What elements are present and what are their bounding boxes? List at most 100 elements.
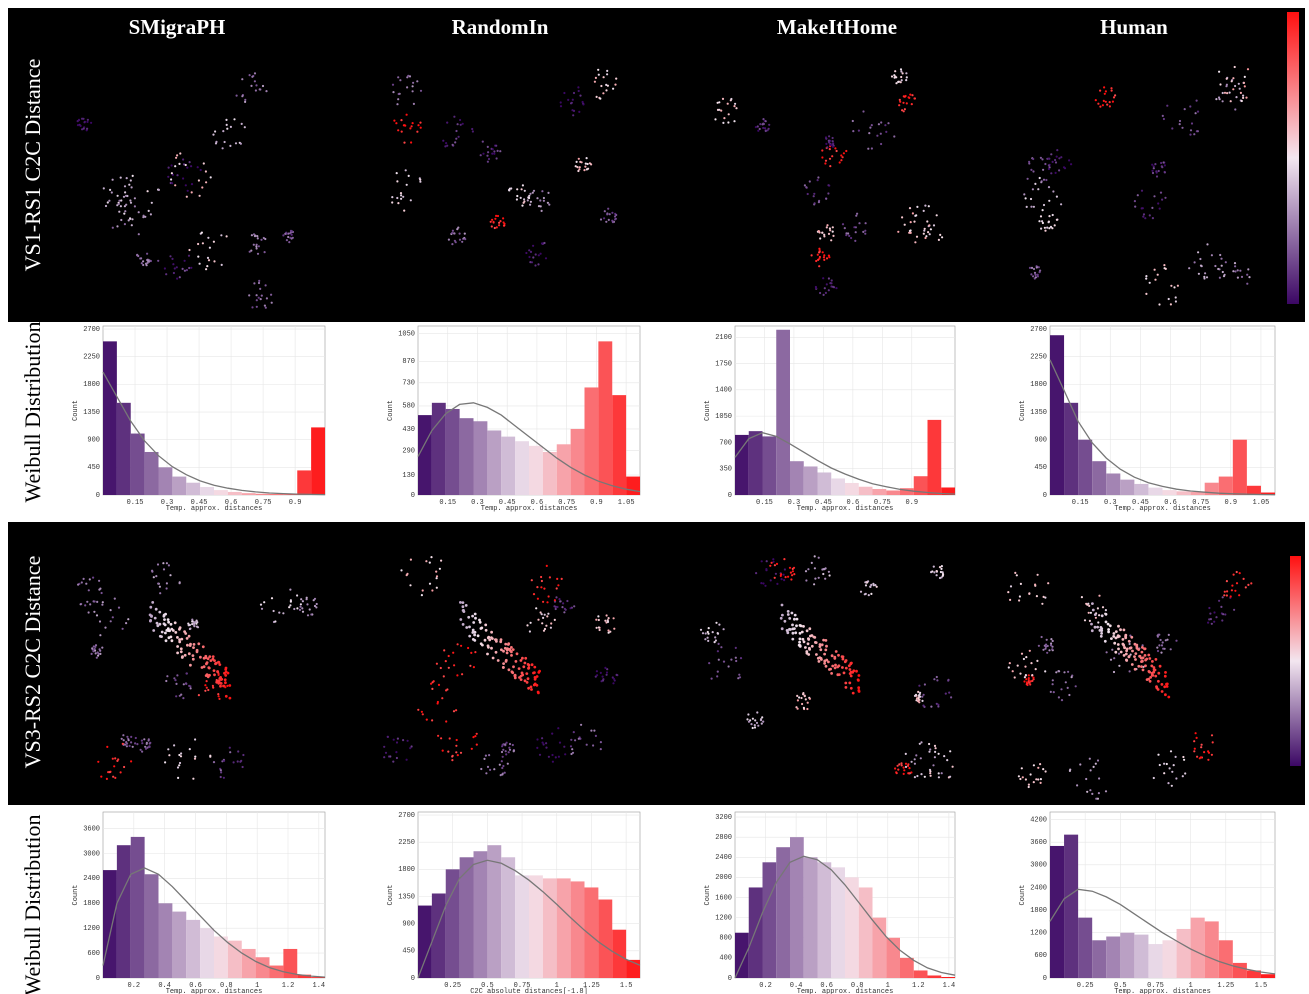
point bbox=[893, 135, 895, 137]
point bbox=[609, 631, 611, 633]
point bbox=[1145, 658, 1148, 661]
point bbox=[835, 287, 837, 289]
bar bbox=[776, 847, 790, 978]
point bbox=[1089, 789, 1091, 791]
point bbox=[923, 694, 925, 696]
bar bbox=[131, 434, 145, 495]
point bbox=[867, 148, 869, 150]
point bbox=[1123, 629, 1126, 632]
point bbox=[487, 161, 489, 163]
bar bbox=[515, 875, 529, 978]
point bbox=[830, 239, 832, 241]
point bbox=[254, 235, 256, 237]
point bbox=[728, 665, 730, 667]
point bbox=[420, 127, 422, 129]
point bbox=[702, 632, 704, 634]
point bbox=[499, 764, 501, 766]
point bbox=[253, 282, 255, 284]
point bbox=[1182, 756, 1184, 758]
point bbox=[760, 719, 762, 721]
point bbox=[86, 121, 88, 123]
point bbox=[256, 247, 258, 249]
bar bbox=[818, 472, 832, 495]
point bbox=[908, 96, 910, 98]
point bbox=[825, 639, 828, 642]
point bbox=[440, 560, 442, 562]
point bbox=[408, 175, 410, 177]
point bbox=[530, 686, 533, 689]
point bbox=[401, 131, 403, 133]
point bbox=[1018, 775, 1020, 777]
point bbox=[714, 118, 716, 120]
point bbox=[607, 85, 609, 87]
point bbox=[928, 751, 930, 753]
bar bbox=[418, 906, 432, 978]
point bbox=[1236, 571, 1238, 573]
point bbox=[524, 662, 527, 665]
point bbox=[608, 617, 610, 619]
point bbox=[316, 603, 318, 605]
point bbox=[545, 742, 547, 744]
point bbox=[1157, 672, 1160, 675]
point bbox=[170, 636, 173, 639]
point bbox=[566, 600, 568, 602]
point bbox=[852, 130, 854, 132]
point bbox=[924, 205, 926, 207]
point bbox=[541, 242, 543, 244]
point bbox=[88, 611, 90, 613]
point bbox=[1170, 750, 1172, 752]
point bbox=[799, 624, 802, 627]
y-tick-label: 2000 bbox=[715, 874, 732, 882]
point bbox=[1068, 159, 1070, 161]
point bbox=[1125, 659, 1128, 662]
point bbox=[936, 214, 938, 216]
point bbox=[264, 305, 266, 307]
point bbox=[1051, 646, 1053, 648]
point bbox=[855, 226, 857, 228]
point bbox=[261, 295, 263, 297]
point bbox=[823, 235, 825, 237]
point bbox=[1196, 100, 1198, 102]
point bbox=[1158, 303, 1160, 305]
point bbox=[1195, 112, 1197, 114]
point bbox=[1233, 609, 1235, 611]
point bbox=[811, 645, 814, 648]
point bbox=[543, 743, 545, 745]
point bbox=[81, 128, 83, 130]
column-title: SMigraPH bbox=[129, 15, 226, 39]
point bbox=[400, 194, 402, 196]
point bbox=[436, 587, 438, 589]
point bbox=[923, 233, 925, 235]
point bbox=[884, 124, 886, 126]
point bbox=[504, 643, 507, 646]
point bbox=[1164, 675, 1167, 678]
point bbox=[442, 750, 444, 752]
point bbox=[179, 582, 181, 584]
point bbox=[191, 191, 193, 193]
point bbox=[262, 85, 264, 87]
point bbox=[783, 558, 785, 560]
point bbox=[807, 568, 809, 570]
point bbox=[1239, 572, 1241, 574]
point bbox=[1226, 78, 1228, 80]
bar bbox=[529, 446, 543, 495]
point bbox=[942, 574, 944, 576]
point bbox=[1236, 582, 1238, 584]
point bbox=[1225, 261, 1227, 263]
point bbox=[186, 672, 188, 674]
point bbox=[1024, 666, 1026, 668]
point bbox=[558, 598, 560, 600]
y-tick-label: 0 bbox=[1043, 975, 1047, 983]
point bbox=[787, 610, 790, 613]
point bbox=[171, 639, 174, 642]
point bbox=[116, 204, 118, 206]
point bbox=[218, 663, 221, 666]
point bbox=[91, 653, 93, 655]
point bbox=[802, 693, 804, 695]
point bbox=[462, 605, 465, 608]
point bbox=[90, 122, 92, 124]
point bbox=[168, 754, 170, 756]
point bbox=[225, 667, 228, 670]
point bbox=[164, 624, 167, 627]
point bbox=[708, 662, 710, 664]
